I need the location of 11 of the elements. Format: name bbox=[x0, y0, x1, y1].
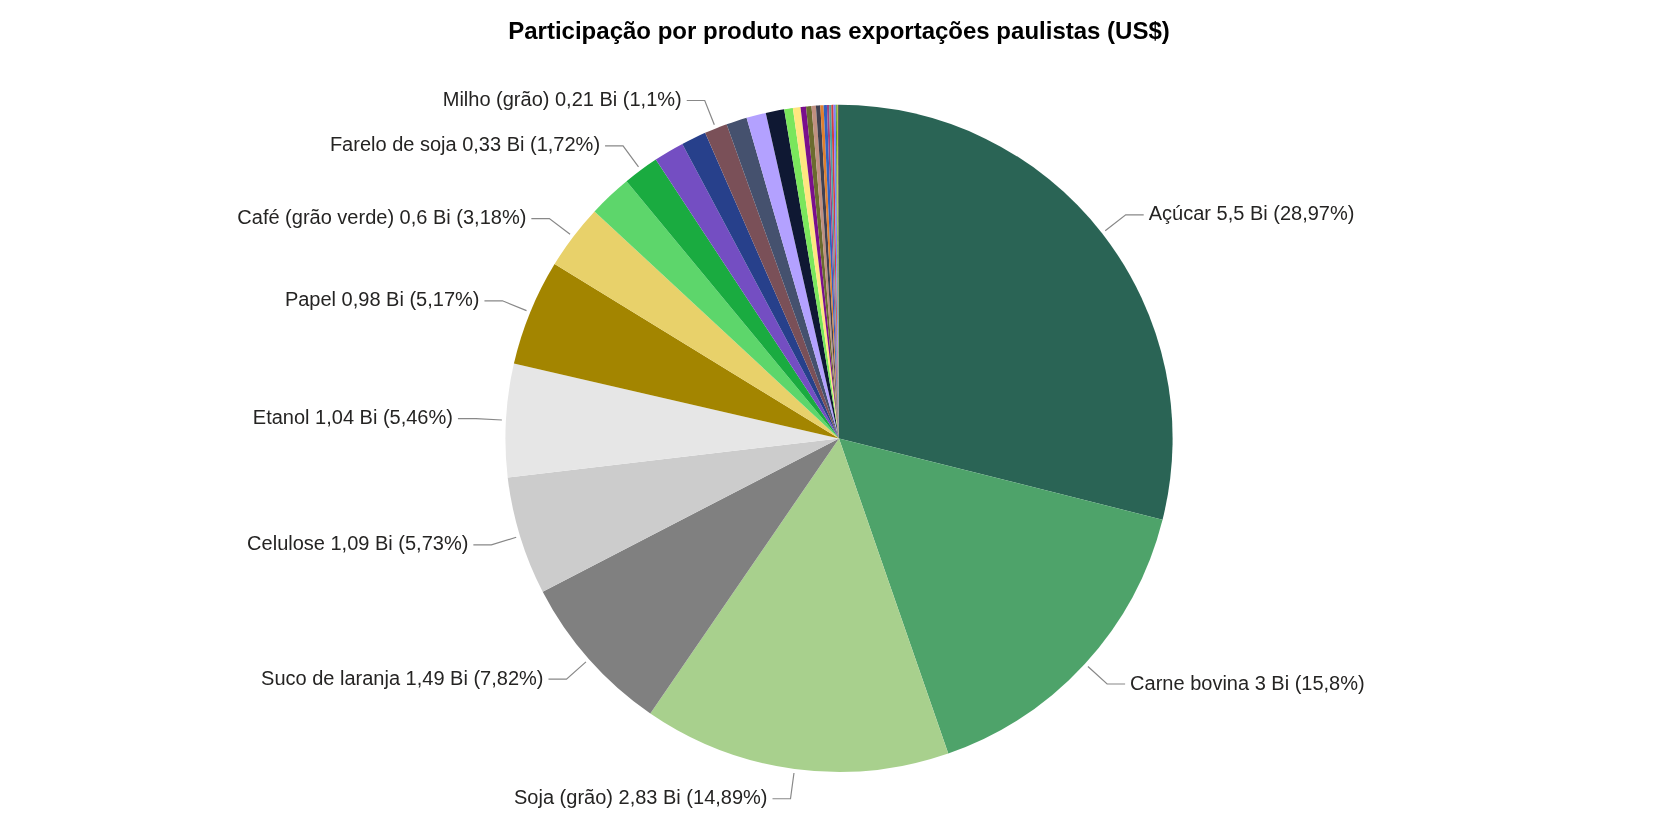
slice-label: Açúcar 5,5 Bi (28,97%) bbox=[1148, 202, 1355, 225]
slice-label: Milho (grão) 0,21 Bi (1,1%) bbox=[442, 88, 682, 111]
slice-label: Farelo de soja 0,33 Bi (1,72%) bbox=[329, 133, 601, 156]
slice-label: Papel 0,98 Bi (5,17%) bbox=[284, 288, 480, 311]
slice-label: Suco de laranja 1,49 Bi (7,82%) bbox=[261, 666, 544, 689]
slice-label: Soja (grão) 2,83 Bi (14,89%) bbox=[514, 786, 768, 809]
slice-label: Celulose 1,09 Bi (5,73%) bbox=[247, 532, 469, 555]
slice-label: Etanol 1,04 Bi (5,46%) bbox=[252, 406, 453, 429]
slice-label: Carne bovina 3 Bi (15,8%) bbox=[1130, 671, 1365, 694]
chart-title: Participação por produto nas exportações paulistas (US$) bbox=[508, 17, 1170, 45]
slice-label: Café (grão verde) 0,6 Bi (3,18%) bbox=[237, 206, 527, 229]
